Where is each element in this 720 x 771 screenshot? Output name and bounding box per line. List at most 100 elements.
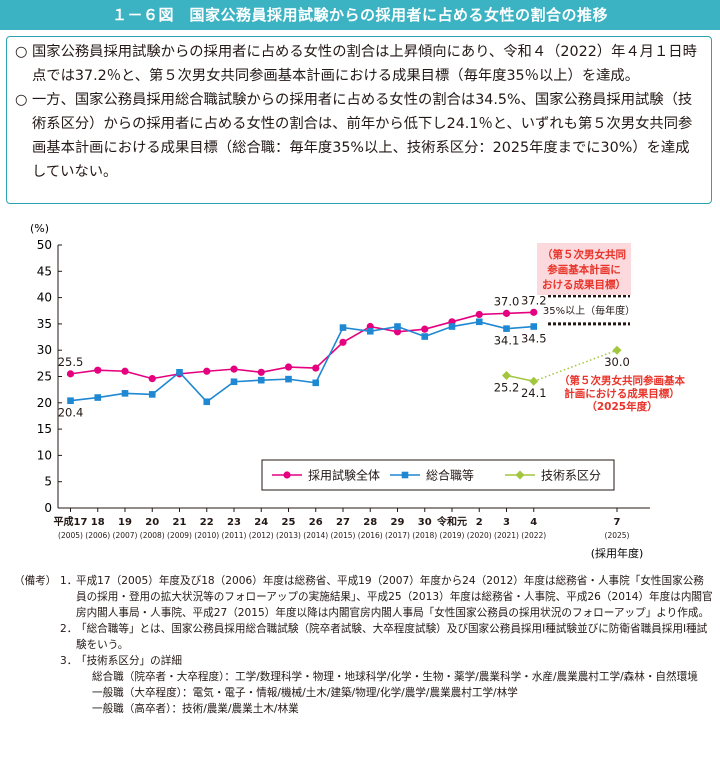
data-point-overall — [148, 375, 156, 383]
y-tick-label: 40 — [37, 291, 52, 305]
x-tick-label: (2017) — [385, 531, 410, 540]
summary-item: ○ 一方、国家公務員採用総合職試験からの採用者に占める女性の割合は34.5%、国… — [15, 88, 703, 184]
data-point-sogo — [176, 368, 183, 376]
x-tick-label: (2006) — [85, 531, 110, 540]
data-label: 20.4 — [58, 406, 84, 420]
note-text: 「技術系区分」の詳細 — [76, 655, 182, 667]
data-label: 37.0 — [494, 294, 520, 308]
data-point-sogo — [230, 378, 238, 386]
note-row: 3． 「技術系区分」の詳細 — [14, 653, 714, 669]
x-tick-label: (2018) — [412, 531, 437, 540]
data-point-sogo — [285, 375, 292, 383]
x-tick-label: 29 — [391, 517, 405, 528]
legend-label: 総合職等 — [426, 468, 474, 483]
data-point-overall — [284, 363, 293, 371]
data-point-overall — [421, 325, 429, 333]
note-text: 平成17（2005）年度及び18（2006）年度は総務省、平成19（2007）年… — [76, 575, 713, 619]
x-tick-label: 18 — [91, 517, 105, 528]
figure-title: １－６図 国家公務員採用試験からの採用者に占める女性の割合の推移 — [111, 6, 608, 24]
data-point-sogo — [312, 379, 320, 387]
data-point-sogo — [366, 327, 374, 335]
data-point-sogo — [148, 391, 156, 398]
data-point-overall — [312, 364, 320, 372]
data-point-overall — [94, 366, 102, 374]
data-point-overall — [257, 368, 265, 376]
data-point-sogo — [530, 323, 538, 330]
x-tick-label: (2022) — [521, 531, 546, 540]
detail-label: 一般職（大卒程度）： — [92, 687, 193, 699]
x-tick-label: (2020) — [467, 531, 492, 540]
data-point-sogo — [121, 390, 129, 397]
bullet-icon: ○ — [15, 44, 28, 60]
x-tick-label: 30 — [418, 517, 432, 528]
x-tick-label: (2016) — [358, 531, 383, 540]
target-band — [548, 295, 630, 324]
detail-label: 一般職（高卒者）： — [92, 703, 183, 715]
x-tick-label: (2012) — [249, 531, 274, 540]
series-line-sogo — [70, 320, 534, 403]
legend-marker — [515, 470, 525, 480]
data-label: 30.0 — [604, 355, 630, 369]
detail-label: 総合職（院卒者・大卒程度）： — [92, 671, 236, 683]
data-point-overall — [339, 338, 347, 346]
data-label: 34.5 — [521, 332, 547, 346]
x-tick-label: (2021) — [494, 531, 519, 540]
x-tick-label: 23 — [227, 517, 241, 528]
x-tick-label: (2007) — [113, 531, 138, 540]
data-point-overall — [475, 310, 483, 319]
data-label: 34.1 — [494, 334, 520, 348]
data-point-overall — [530, 308, 538, 316]
note-number: 1． — [60, 575, 78, 587]
series-line-tech — [506, 374, 534, 382]
detail-text: 技術/農業/農業土木/林業 — [182, 703, 299, 715]
legend-marker — [401, 471, 409, 479]
data-point-tech — [502, 370, 511, 380]
x-tick-label: (2025) — [605, 531, 630, 540]
series-line-overall — [70, 311, 534, 380]
x-tick-label: (2009) — [167, 531, 192, 540]
x-tick-label: 22 — [200, 517, 214, 528]
data-point-overall — [502, 309, 511, 317]
x-tick-label: 25 — [282, 517, 296, 528]
data-point-sogo — [475, 318, 483, 326]
y-tick-label: 35 — [37, 317, 52, 331]
legend-box — [261, 459, 615, 491]
detail-row: 一般職（高卒者）： 技術/農業/農業土木/林業 — [92, 701, 714, 717]
x-tick-label: (2011) — [222, 531, 247, 540]
header-bar: １－６図 国家公務員採用試験からの採用者に占める女性の割合の推移 — [0, 0, 720, 30]
x-tick-label: (2008) — [140, 531, 165, 540]
x-tick-label: 27 — [336, 517, 350, 528]
y-tick-label: 10 — [37, 448, 52, 462]
legend-label: 技術系区分 — [541, 469, 601, 483]
data-point-sogo — [503, 325, 510, 332]
annotation-bottom-line: （第５次男女共同参画基本 — [559, 374, 685, 387]
data-point-overall — [66, 370, 75, 378]
x-tick-label: (2014) — [303, 531, 328, 540]
x-tick-label: 19 — [118, 517, 132, 528]
x-unit-label: (採用年度) — [591, 546, 644, 560]
detail-row: 総合職（院卒者・大卒程度）： 工学/数理科学・物理・地球科学/化学・生物・薬学/… — [92, 669, 714, 685]
data-point-overall — [203, 367, 211, 375]
note-number: 3． — [60, 655, 78, 667]
data-label: 37.2 — [521, 293, 547, 307]
y-tick-label: 25 — [37, 370, 52, 384]
x-tick-label: 4 — [530, 517, 537, 528]
y-tick-label: 50 — [37, 238, 52, 252]
data-point-tech — [612, 345, 622, 355]
note-number: 2． — [60, 623, 78, 635]
data-point-sogo — [448, 323, 456, 330]
summary-text: 国家公務員採用試験からの採用者に占める女性の割合は上昇傾向にあり、令和４（202… — [32, 44, 697, 84]
data-point-overall — [230, 365, 238, 373]
summary-box: ○ 国家公務員採用試験からの採用者に占める女性の割合は上昇傾向にあり、令和４（2… — [6, 36, 712, 204]
note-row: （備考） 1． 平成17（2005）年度及び18（2006）年度は総務省、平成1… — [14, 573, 714, 621]
data-label: 25.2 — [494, 380, 520, 394]
x-tick-label: 3 — [503, 517, 510, 528]
x-tick-label: 7 — [614, 517, 621, 528]
bullet-icon: ○ — [15, 92, 28, 108]
data-point-sogo — [339, 324, 347, 331]
x-tick-label: 24 — [254, 517, 268, 528]
data-label: 25.5 — [58, 355, 84, 369]
y-tick-label: 0 — [44, 501, 52, 515]
x-tick-label: (2005) — [58, 531, 83, 540]
note-text: 「総合職等」とは、国家公務員採用総合職試験（院卒者試験、大卒程度試験）及び国家公… — [76, 623, 708, 651]
